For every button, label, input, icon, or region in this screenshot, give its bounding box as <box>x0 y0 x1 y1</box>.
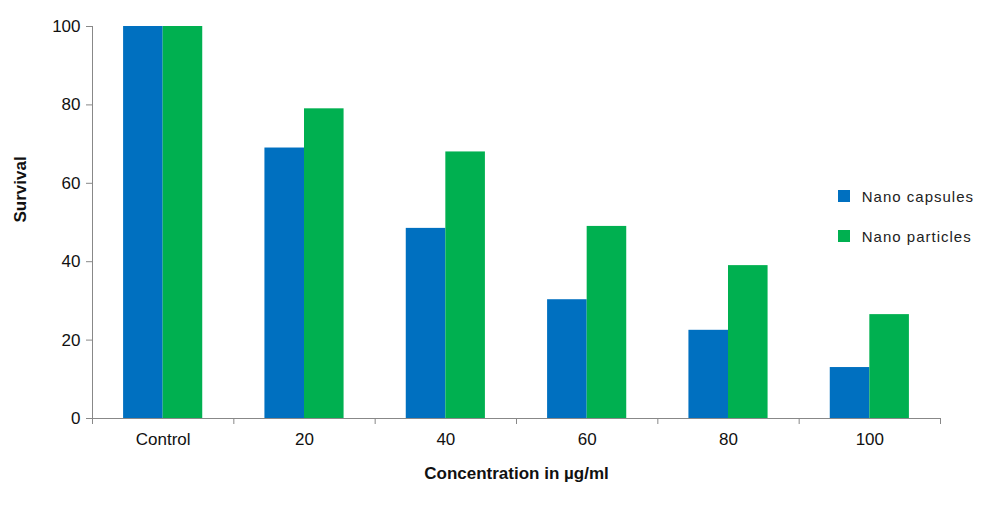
svg-text:20: 20 <box>62 331 81 350</box>
svg-text:100: 100 <box>52 17 80 36</box>
svg-text:Survival: Survival <box>11 156 30 222</box>
svg-text:60: 60 <box>578 430 597 449</box>
svg-text:Concentration in µg/ml: Concentration in µg/ml <box>424 464 609 483</box>
svg-text:0: 0 <box>71 409 80 428</box>
svg-text:40: 40 <box>436 430 455 449</box>
html-text:Nano particles: Nano particles <box>861 227 972 245</box>
svg-text:80: 80 <box>62 95 81 114</box>
svg-text:40: 40 <box>62 252 81 271</box>
svg-text:100: 100 <box>856 430 884 449</box>
html-text:Nano capsules: Nano capsules <box>861 187 974 205</box>
svg-text:20: 20 <box>295 430 314 449</box>
svg-text:80: 80 <box>719 430 738 449</box>
svg-text:Control: Control <box>136 430 191 449</box>
svg-text:60: 60 <box>62 174 81 193</box>
